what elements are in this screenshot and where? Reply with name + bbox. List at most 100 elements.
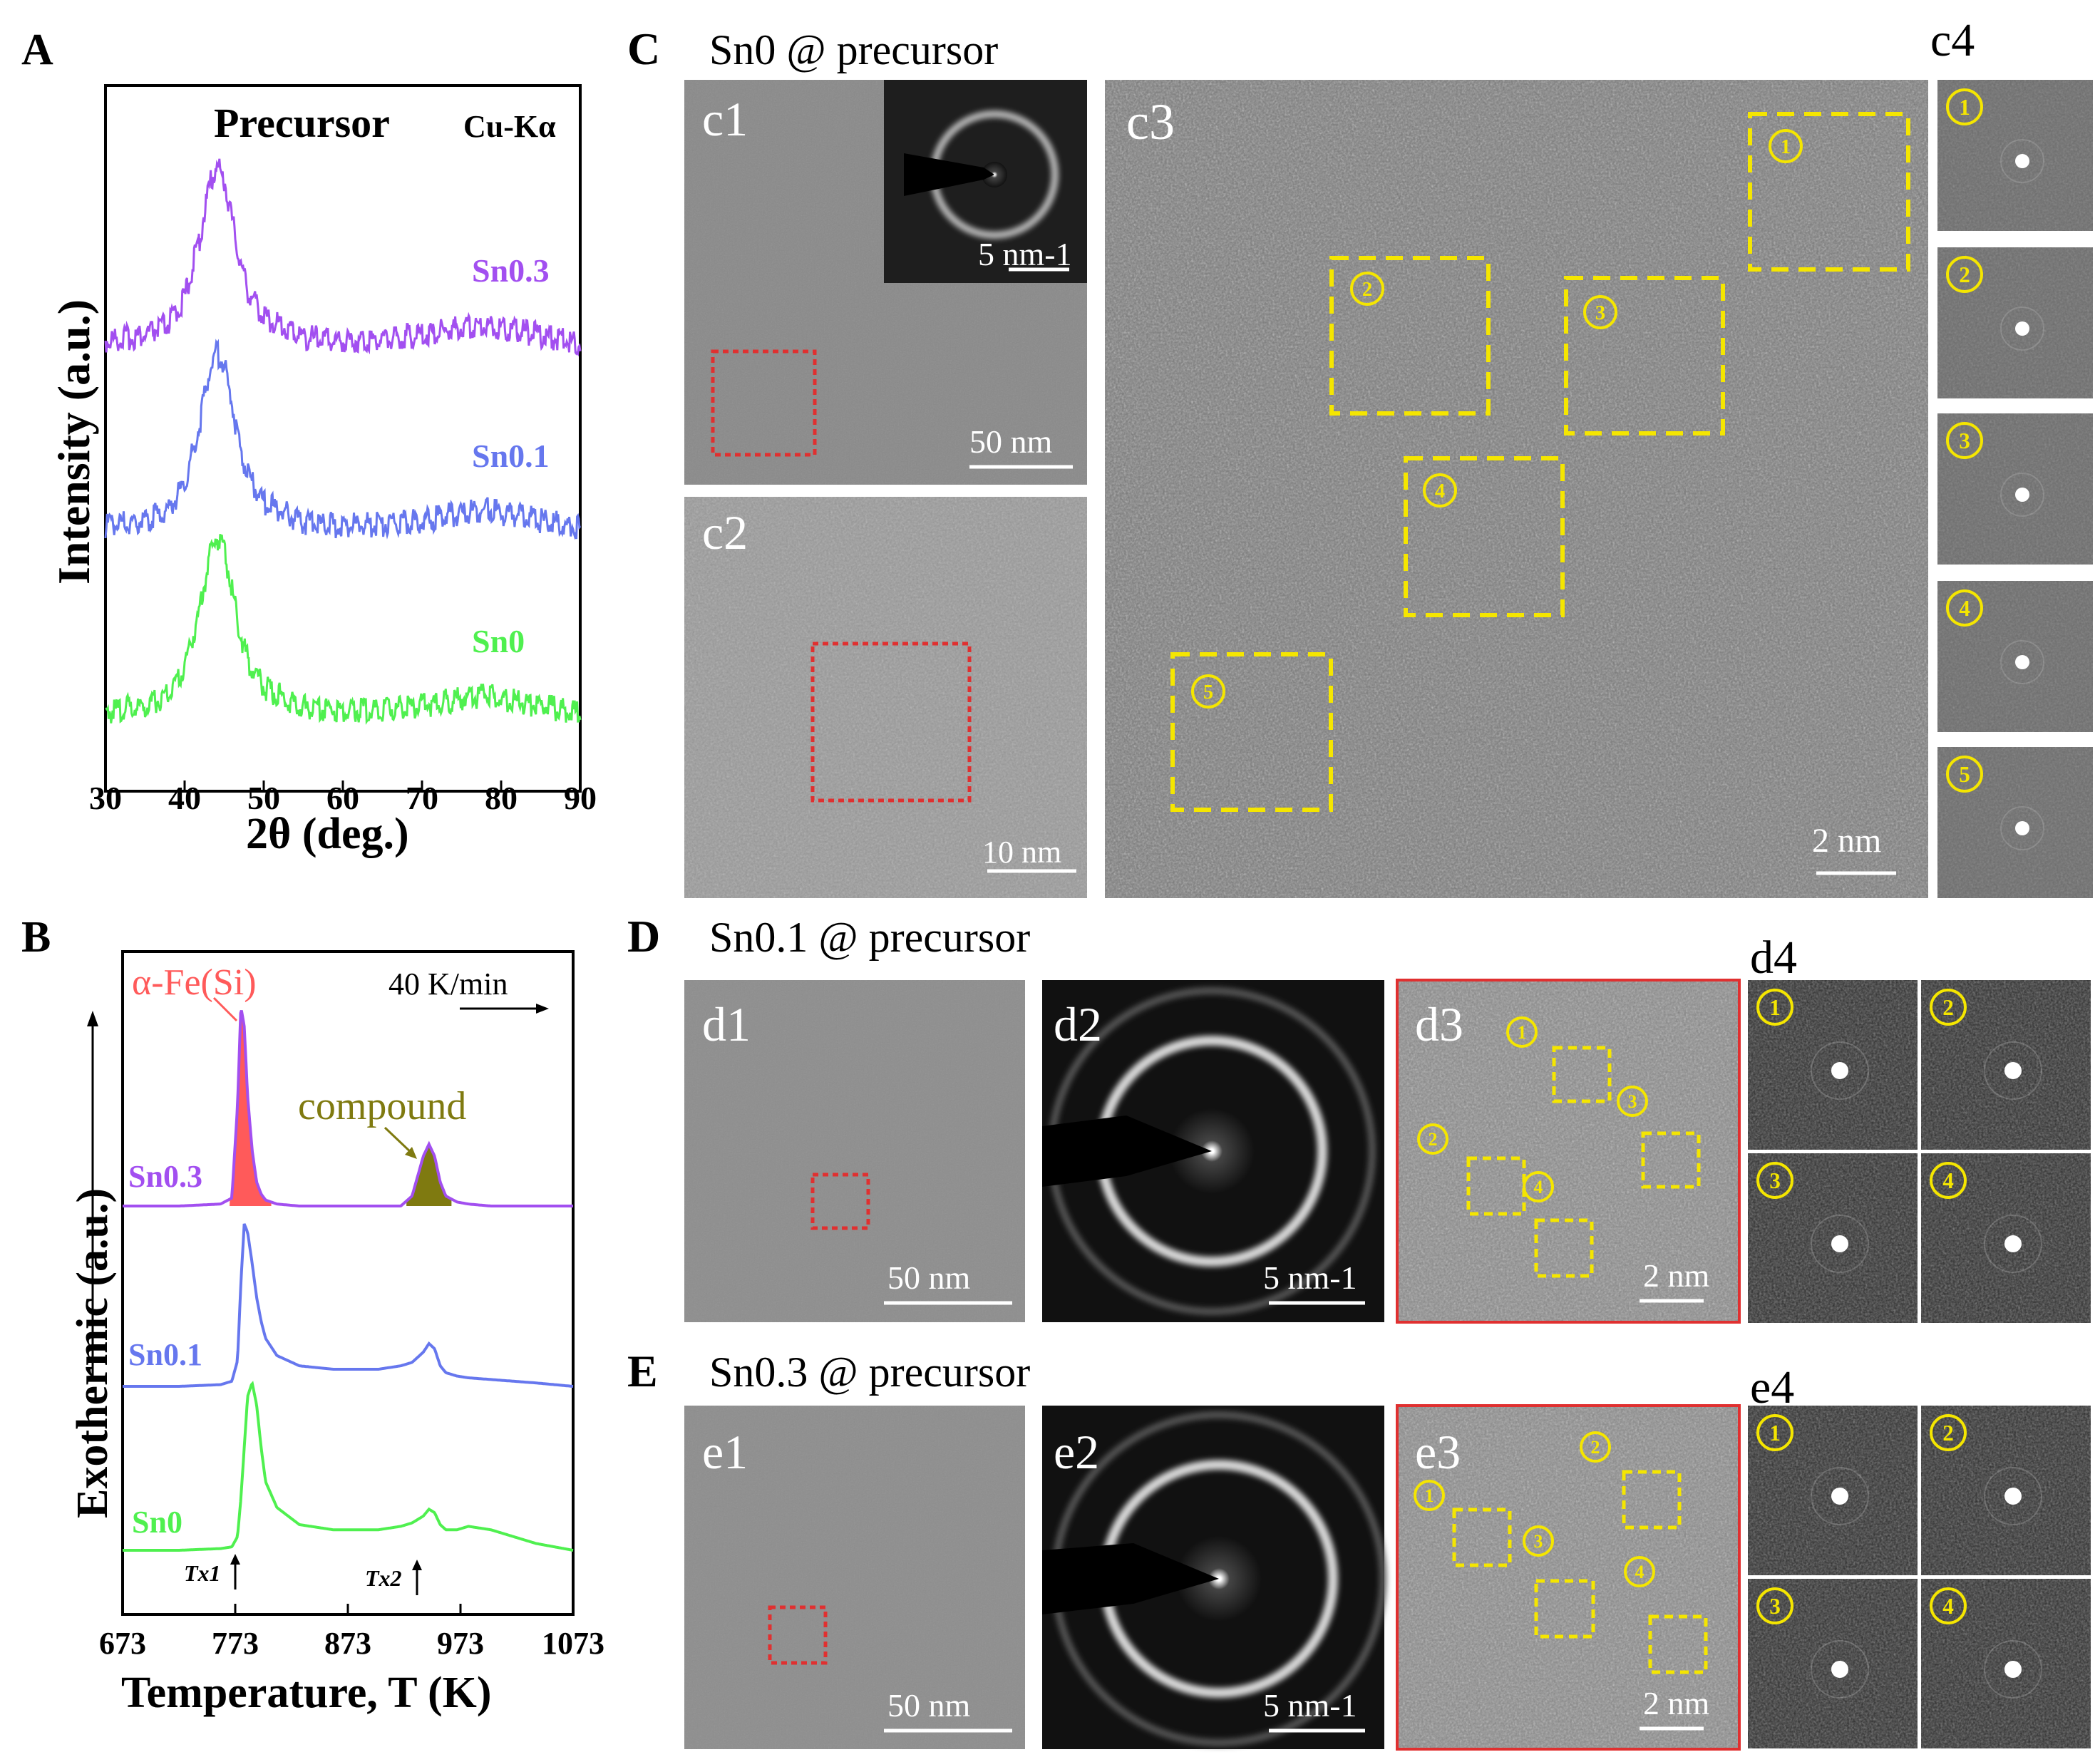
- plot-frame-b: [121, 950, 575, 1616]
- x-tick-label-a: 70: [406, 780, 438, 816]
- marker-circle: [1583, 295, 1617, 329]
- fft-halo: [1811, 1041, 1869, 1100]
- label-c4: c4: [1930, 14, 1975, 66]
- tx2-label: Tx2: [365, 1565, 402, 1591]
- fft-tile: 4: [1921, 1153, 2091, 1323]
- image-d2: d2 5 nm-1: [1042, 980, 1384, 1322]
- label-d2: d2: [1054, 997, 1102, 1051]
- fft-center-spot: [1831, 1235, 1848, 1252]
- marker-number: 4: [1942, 1168, 1954, 1193]
- marker-circle: [1624, 1556, 1655, 1587]
- marker-circle: [1417, 1123, 1448, 1155]
- x-tick-label-a: 40: [168, 780, 201, 816]
- marker-circle: [1946, 88, 1983, 125]
- x-tick-label-b: 673: [99, 1626, 146, 1661]
- x-axis-label-a: 2θ (deg.): [246, 810, 409, 858]
- scale-label-e1: 50 nm: [887, 1687, 971, 1723]
- compound-pointer: [384, 1126, 415, 1156]
- roi-c3-2: [1329, 256, 1491, 416]
- marker-number: 2: [1959, 262, 1970, 287]
- marker-number: 3: [1959, 428, 1970, 453]
- marker-number: 4: [1534, 1177, 1543, 1197]
- marker-circle: [1756, 1414, 1793, 1451]
- dsc-line-Sn0: [123, 1381, 574, 1552]
- scale-label-d2: 5 nm-1: [1263, 1259, 1357, 1296]
- fft-halo: [2000, 473, 2044, 517]
- scale-label-c3: 2 nm: [1812, 822, 1881, 860]
- roi-box-d1: [810, 1173, 870, 1230]
- alpha-fe-pointer: [212, 996, 238, 1022]
- phase-label-alpha-fe: α-Fe(Si): [132, 962, 257, 1003]
- marker-number: 4: [1959, 596, 1970, 621]
- roi-c3-3: [1564, 276, 1725, 436]
- panel-label-c: C: [627, 24, 660, 74]
- marker-number: 1: [1518, 1022, 1527, 1043]
- marker-circle: [1930, 989, 1967, 1026]
- scale-label-c2: 10 nm: [982, 835, 1061, 870]
- beam-stopper-c1: [904, 153, 994, 196]
- marker-number: 5: [1203, 681, 1213, 704]
- markers-c3: 1 2 3 4 5: [1191, 129, 1803, 709]
- fft-center-spot: [2015, 488, 2029, 502]
- fft-column-c4: 1 2 3 4 5: [1937, 80, 2093, 898]
- fft-center-spot: [2004, 1661, 2022, 1678]
- scale-label-c1-inset: 5 nm-1: [978, 236, 1072, 272]
- heating-rate-label: 40 K/min: [388, 967, 508, 1001]
- panel-label-e: E: [627, 1346, 658, 1396]
- fft-center-spot: [2015, 154, 2029, 168]
- scale-label-d3: 2 nm: [1643, 1257, 1710, 1294]
- roi-d3-1: [1552, 1046, 1612, 1103]
- series-label-sn01-a: Sn0.1: [472, 438, 550, 474]
- marker-circle: [1191, 674, 1225, 709]
- x-tick-label-b: 773: [212, 1626, 259, 1661]
- xrd-line-Sn03: [104, 158, 582, 357]
- beam-stopper-d2: [1042, 1115, 1212, 1187]
- image-e3: e3 1 2 3 4 2 nm: [1396, 1404, 1741, 1751]
- label-e3: e3: [1415, 1425, 1461, 1479]
- tx1-arrowhead: [230, 1554, 240, 1565]
- scale-label-e3: 2 nm: [1643, 1685, 1710, 1721]
- marker-number: 3: [1628, 1091, 1637, 1112]
- marker-number: 5: [1959, 762, 1970, 787]
- peak-fill-compound: [406, 1144, 452, 1206]
- marker-number: 2: [1362, 279, 1372, 301]
- marker-circle: [1930, 1587, 1967, 1624]
- fft-tile: 2: [1921, 1406, 2091, 1575]
- saed-inset-c1: 5 nm-1: [884, 80, 1087, 283]
- x-axis-label-b: Temperature, T (K): [121, 1669, 492, 1717]
- marker-number: 2: [1942, 1421, 1954, 1446]
- marker-number: 1: [1425, 1485, 1434, 1506]
- fft-center-spot: [2015, 821, 2029, 835]
- x-tick-label-a: 30: [89, 780, 122, 816]
- panel-d: D Sn0.1 @ precursor d1 50 nm d2 5 nm-1 d…: [627, 911, 2091, 1324]
- marker-number: 3: [1769, 1168, 1781, 1193]
- marker-circle: [1506, 1016, 1538, 1048]
- roi-e3-3: [1534, 1579, 1595, 1639]
- x-tick-label-b: 1073: [542, 1626, 604, 1661]
- fft-tile: 2: [1921, 980, 2091, 1150]
- series-label-sn0-b: Sn0: [132, 1505, 182, 1540]
- roi-box-c1: [711, 349, 817, 457]
- marker-circle: [1617, 1086, 1648, 1117]
- fft-center-spot: [2004, 1488, 2022, 1505]
- roi-c3-5: [1170, 652, 1333, 812]
- label-e2: e2: [1054, 1425, 1099, 1479]
- x-tick-label-a: 60: [326, 780, 359, 816]
- label-c1: c1: [702, 92, 748, 146]
- x-tick-label-b: 973: [437, 1626, 484, 1661]
- markers-e3: 1 2 3 4: [1414, 1431, 1655, 1587]
- marker-number: 3: [1595, 302, 1605, 324]
- fft-halo: [2000, 139, 2044, 183]
- image-e1: e1 50 nm: [684, 1406, 1025, 1749]
- dsc-line-Sn01: [123, 1223, 574, 1388]
- fft-halo: [1811, 1640, 1869, 1699]
- fft-grid-e4: 1 2 3 4: [1748, 1406, 2091, 1748]
- fft-tile: 4: [1921, 1579, 2091, 1748]
- series-b: [123, 1009, 574, 1552]
- panel-label-b: B: [21, 913, 51, 962]
- fft-halo: [1984, 1640, 2042, 1699]
- phase-label-compound: compound: [298, 1084, 466, 1128]
- marker-number: 4: [1942, 1594, 1954, 1619]
- label-c3: c3: [1126, 93, 1175, 150]
